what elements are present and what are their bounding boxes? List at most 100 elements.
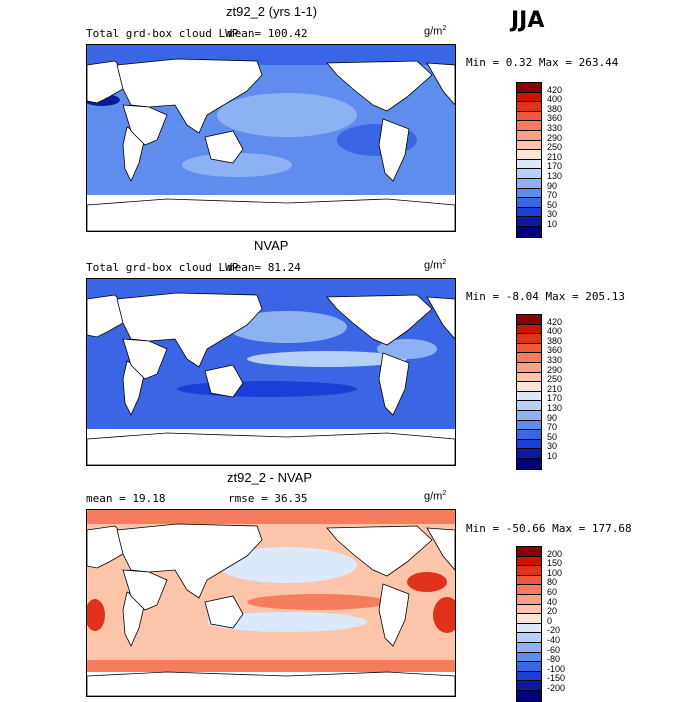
colorbar-box <box>517 410 541 421</box>
colorbar-tick-label: 150 <box>547 558 563 569</box>
colorbar-box <box>517 671 541 682</box>
ocean-band <box>182 153 292 177</box>
colorbar-tick-label: 60 <box>547 587 558 597</box>
colorbar-tick-label: 50 <box>547 431 558 442</box>
panel1-map <box>86 44 456 232</box>
colorbar-box <box>517 575 541 586</box>
colorbar-tick-label: -20 <box>547 625 561 636</box>
land-north-america <box>87 60 128 104</box>
colorbar-box <box>517 439 541 450</box>
panel1-field-label: Total grd-box cloud LWP <box>86 27 239 40</box>
colorbar-box <box>517 188 541 199</box>
colorbar-box <box>517 681 541 691</box>
colorbar-box <box>517 623 541 634</box>
colorbar-box <box>517 111 541 122</box>
land-europe <box>426 527 455 571</box>
land-australia <box>204 595 244 629</box>
panel3-minmax: Min = -50.66 Max = 177.68 <box>466 522 632 535</box>
panel2-map-svg <box>87 279 455 465</box>
land-south-america <box>378 583 410 647</box>
land-north-america <box>326 60 433 112</box>
land-eurasia <box>116 523 263 599</box>
land-south-america <box>378 352 410 416</box>
colorbar-tick-label: 290 <box>547 364 563 375</box>
panel2-title: NVAP <box>254 238 289 253</box>
colorbar-box <box>517 566 541 576</box>
colorbar-box <box>517 662 541 672</box>
colorbar-tick-label: 420 <box>547 84 563 95</box>
land-antarctica <box>87 432 455 465</box>
panel2-minmax: Min = -8.04 Max = 205.13 <box>466 290 625 303</box>
ocean-band <box>227 311 347 343</box>
colorbar-tick-label: 380 <box>547 103 563 114</box>
colorbar-box <box>517 401 541 411</box>
land-eurasia <box>116 292 263 368</box>
colorbar-box <box>517 585 541 595</box>
panel2-units: g/m2 <box>424 259 447 272</box>
panel1-units: g/m2 <box>424 25 447 38</box>
colorbar-tick-label: 420 <box>547 316 563 327</box>
land-eurasia <box>116 58 263 134</box>
land-north-america <box>326 525 433 577</box>
land-australia <box>204 364 244 398</box>
panel3-title: zt92_2 - NVAP <box>227 470 313 485</box>
colorbar-tick-label: 30 <box>547 209 558 220</box>
colorbar-box <box>517 121 541 131</box>
colorbar-tick-label: -150 <box>547 673 566 684</box>
panel2-colorbar <box>516 314 542 470</box>
colorbar-tick-label: 80 <box>547 577 558 588</box>
colorbar-box <box>517 690 541 701</box>
colorbar-tick-label: 210 <box>547 383 563 394</box>
colorbar-tick-label: 130 <box>547 403 563 413</box>
colorbar-box <box>517 449 541 459</box>
panel3-map-svg <box>87 510 455 696</box>
colorbar-box <box>517 382 541 392</box>
colorbar-box <box>517 198 541 208</box>
colorbar-tick-label: 90 <box>547 412 558 423</box>
colorbar-box <box>517 614 541 624</box>
colorbar-box <box>517 130 541 141</box>
colorbar-box <box>517 334 541 344</box>
panel3-map <box>86 509 456 697</box>
land-antarctica <box>87 198 455 231</box>
ocean-band <box>207 612 367 632</box>
colorbar-box <box>517 315 541 325</box>
colorbar-tick-label: 50 <box>547 199 558 210</box>
colorbar-tick-label: 70 <box>547 422 558 433</box>
colorbar-tick-label: 330 <box>547 355 563 365</box>
colorbar-tick-label: 400 <box>547 326 563 337</box>
panel1-minmax: Min = 0.32 Max = 263.44 <box>466 56 619 69</box>
colorbar-box <box>517 169 541 179</box>
colorbar-tick-label: 100 <box>547 567 563 578</box>
colorbar-box <box>517 604 541 615</box>
land-middle-east <box>122 104 168 146</box>
ocean-band <box>217 547 357 583</box>
colorbar-box <box>517 207 541 218</box>
panel1-title: zt92_2 (yrs 1-1) <box>226 4 318 19</box>
colorbar-box <box>517 102 541 112</box>
panel2-mean: mean= 81.24 <box>228 261 301 274</box>
land-europe <box>426 62 455 106</box>
ocean-band <box>87 510 455 524</box>
colorbar-box <box>517 226 541 237</box>
ocean-band <box>407 572 447 592</box>
colorbar-tick-label: 170 <box>547 161 563 172</box>
colorbar-box <box>517 92 541 103</box>
colorbar-tick-label: 380 <box>547 335 563 346</box>
colorbar-box <box>517 353 541 363</box>
colorbar-tick-label: 400 <box>547 94 563 105</box>
colorbar-tick-label: 290 <box>547 132 563 143</box>
ocean-band <box>433 597 455 633</box>
panel3-colorbar <box>516 546 542 702</box>
colorbar-box <box>517 556 541 567</box>
colorbar-tick-label: 360 <box>547 113 563 124</box>
colorbar-box <box>517 652 541 663</box>
panel3-units: g/m2 <box>424 490 447 503</box>
colorbar-box <box>517 642 541 653</box>
ocean-band <box>247 351 407 367</box>
colorbar-tick-label: -200 <box>547 683 566 693</box>
colorbar-tick-label: 250 <box>547 142 563 153</box>
colorbar-tick-label: -80 <box>547 654 561 665</box>
land-north-america <box>87 525 128 569</box>
colorbar-tick-label: 40 <box>547 596 558 607</box>
